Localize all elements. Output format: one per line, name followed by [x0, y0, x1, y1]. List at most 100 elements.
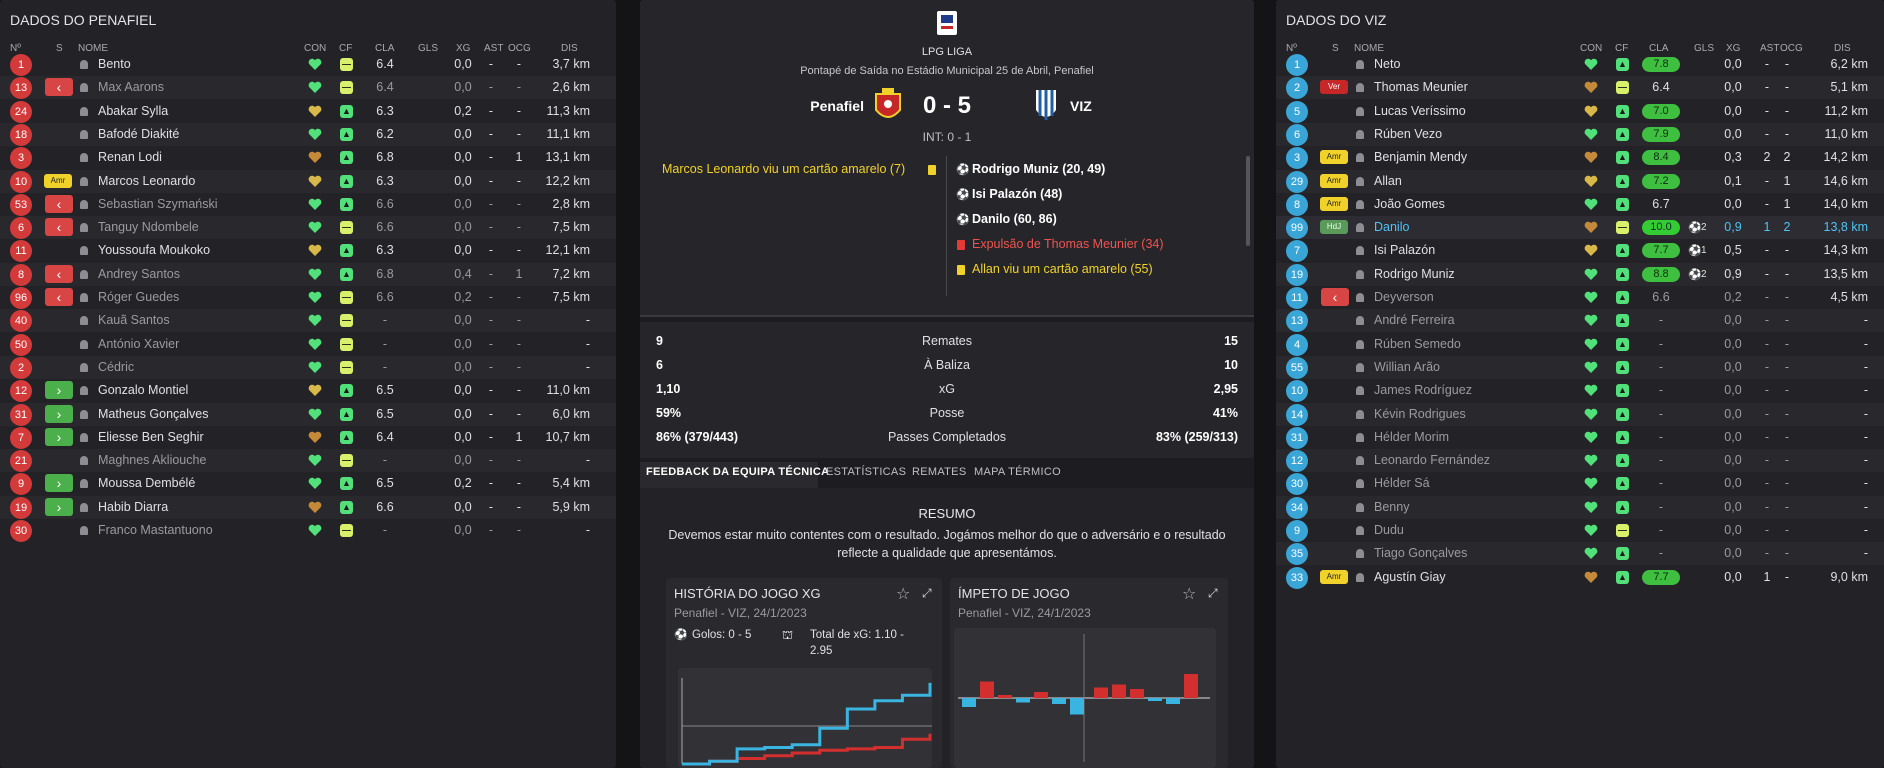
player-row[interactable]: 50 António Xavier — - 0,0 - - -: [0, 333, 616, 356]
player-row[interactable]: 40 Kauã Santos — - 0,0 - - -: [0, 309, 616, 333]
player-row[interactable]: 1 Neto ▲ 7.8 0,0 - - 6,2 km: [1276, 53, 1884, 76]
col-cf[interactable]: CF: [1615, 43, 1629, 54]
player-row[interactable]: 99 HdJ Danilo —10.0 ⚽ 2 0,9 1 2 13,8 km: [1276, 216, 1884, 240]
home-team-name[interactable]: Penafiel: [810, 98, 864, 114]
player-name[interactable]: João Gomes: [1374, 196, 1445, 211]
player-row[interactable]: 24 Abakar Sylla ▲ 6.3 0,2 - - 11,3 km: [0, 100, 616, 123]
col-ast[interactable]: AST: [484, 43, 504, 54]
player-row[interactable]: 14 Kévin Rodrigues ▲ -0,0- - -: [1276, 402, 1884, 426]
col-s[interactable]: S: [56, 43, 63, 54]
player-name[interactable]: Bento: [98, 57, 131, 71]
away-team-name[interactable]: VIZ: [1070, 98, 1092, 114]
player-row[interactable]: 13 André Ferreira ▲ -0,0- - -: [1276, 309, 1884, 333]
player-name[interactable]: Thomas Meunier: [1374, 80, 1468, 95]
col-ast[interactable]: AST: [1760, 43, 1780, 54]
player-row[interactable]: 1 Bento — 6.4 0,0 - - 3,7 km: [0, 53, 616, 76]
player-row[interactable]: 29 Amr Allan ▲ 7.2 0,1 -1 14,6 km: [1276, 169, 1884, 193]
col-ocg[interactable]: OCG: [508, 43, 531, 54]
col-gls[interactable]: GLS: [1694, 43, 1715, 54]
sub-on-icon[interactable]: ›: [45, 497, 73, 516]
sub-off-icon[interactable]: ‹: [45, 218, 73, 237]
sub-on-icon[interactable]: ›: [45, 427, 73, 446]
player-row[interactable]: 9 › Moussa Dembélé ▲ 6.5 0,2 - - 5,4 km: [0, 472, 616, 496]
col-gls[interactable]: GLS: [418, 43, 439, 54]
player-name[interactable]: Neto: [1374, 57, 1401, 71]
col-ocg[interactable]: OCG: [1780, 43, 1803, 54]
player-row[interactable]: 2 Ver Thomas Meunier — 6.4 0,0 - - 5,1 km: [1276, 76, 1884, 100]
player-row[interactable]: 6 ‹ Tanguy Ndombele — 6.6 0,0 - - 7,5 km: [0, 216, 616, 240]
player-name[interactable]: Agustín Giay: [1374, 569, 1446, 584]
star-icon[interactable]: ☆: [896, 586, 911, 603]
col-con[interactable]: CON: [1580, 43, 1603, 54]
col-xg[interactable]: XG: [1726, 43, 1741, 54]
xg-history-card[interactable]: HISTÓRIA DO JOGO XG ☆ ⤢ Penafiel - VIZ, …: [666, 578, 942, 768]
player-name[interactable]: António Xavier: [98, 336, 180, 351]
col-cla[interactable]: CLA: [375, 43, 395, 54]
momentum-card[interactable]: ÍMPETO DE JOGO ☆ ⤢ Penafiel - VIZ, 24/1/…: [950, 578, 1228, 768]
player-name[interactable]: Gonzalo Montiel: [98, 383, 189, 398]
player-name[interactable]: Maghnes Akliouche: [98, 453, 207, 468]
player-name[interactable]: Kévin Rodrigues: [1374, 406, 1466, 421]
player-row[interactable]: 3 Amr Benjamin Mendy ▲ 8.4 0,3 2 2 14,2 km: [1276, 146, 1884, 170]
col-xg[interactable]: XG: [456, 43, 471, 54]
player-name[interactable]: Franco Mastantuono: [98, 523, 213, 537]
tab-feedback[interactable]: FEEDBACK DA EQUIPA TÉCNICA: [646, 466, 830, 478]
player-name[interactable]: Lucas Veríssimo: [1374, 103, 1466, 118]
tab-remates[interactable]: REMATES: [912, 466, 967, 478]
player-name[interactable]: Kauã Santos: [98, 313, 170, 328]
player-row[interactable]: 8 Amr João Gomes ▲ 6.7 0,0 -1 14,0 km: [1276, 193, 1884, 216]
player-name[interactable]: Marcos Leonardo: [98, 173, 196, 188]
sub-on-icon[interactable]: ›: [45, 381, 73, 400]
player-name[interactable]: Allan: [1374, 173, 1402, 188]
player-name[interactable]: Willian Arão: [1374, 359, 1440, 374]
player-name[interactable]: Habib Diarra: [98, 499, 169, 514]
player-row[interactable]: 10 James Rodríguez ▲ -0,0- - -: [1276, 379, 1884, 403]
sub-on-icon[interactable]: ›: [45, 404, 73, 423]
player-name[interactable]: Eliesse Ben Seghir: [98, 429, 204, 444]
player-name[interactable]: Sebastian Szymański: [98, 196, 218, 211]
col-nome[interactable]: NOME: [78, 43, 108, 54]
player-name[interactable]: Benjamin Mendy: [1374, 150, 1468, 165]
player-name[interactable]: André Ferreira: [1374, 313, 1455, 328]
expand-icon[interactable]: ⤢: [1208, 586, 1218, 600]
col-no[interactable]: Nº: [10, 43, 21, 54]
sub-on-icon[interactable]: ›: [45, 474, 73, 493]
col-dis[interactable]: DIS: [561, 43, 578, 54]
player-name[interactable]: Benny: [1374, 499, 1410, 514]
player-name[interactable]: Matheus Gonçalves: [98, 406, 209, 421]
col-dis[interactable]: DIS: [1834, 43, 1851, 54]
player-row[interactable]: 96 ‹ Róger Guedes — 6.6 0,2 - - 7,5 km: [0, 286, 616, 309]
col-s[interactable]: S: [1332, 43, 1339, 54]
player-name[interactable]: Andrey Santos: [98, 266, 180, 281]
col-no[interactable]: Nº: [1286, 43, 1297, 54]
player-name[interactable]: Max Aarons: [98, 80, 165, 95]
player-row[interactable]: 9 Dudu — -0,0- - -: [1276, 519, 1884, 542]
player-row[interactable]: 12 Leonardo Fernández ▲ -0,0- - -: [1276, 449, 1884, 473]
player-row[interactable]: 18 Bafodé Diakité ▲ 6.2 0,0 - - 11,1 km: [0, 122, 616, 146]
player-row[interactable]: 55 Willian Arão ▲ -0,0- - -: [1276, 355, 1884, 379]
player-name[interactable]: James Rodríguez: [1374, 383, 1472, 398]
col-con[interactable]: CON: [304, 43, 327, 54]
player-row[interactable]: 11 Youssoufa Moukoko ▲ 6.3 0,0 - - 12,1 km: [0, 239, 616, 263]
events-scrollbar[interactable]: [1246, 156, 1250, 246]
tab-mapa-termico[interactable]: MAPA TÉRMICO: [974, 466, 1061, 478]
player-row[interactable]: 3 Renan Lodi ▲ 6.8 0,0 - 1 13,1 km: [0, 146, 616, 170]
player-row[interactable]: 7 › Eliesse Ben Seghir ▲ 6.4 0,0 - 1 10,7 km: [0, 426, 616, 449]
player-row[interactable]: 30 Hélder Sá ▲ -0,0- - -: [1276, 472, 1884, 496]
player-row[interactable]: 33 Amr Agustín Giay ▲ 7.7 0,0 1- 9,0 km: [1276, 566, 1884, 589]
player-row[interactable]: 7 Isi Palazón ▲ 7.7 ⚽ 1 0,5 - - 14,3 km: [1276, 239, 1884, 263]
col-cla[interactable]: CLA: [1649, 43, 1669, 54]
expand-icon[interactable]: ⤢: [922, 586, 932, 600]
player-row[interactable]: 31 Hélder Morim ▲ -0,0- - -: [1276, 426, 1884, 449]
player-name[interactable]: Deyverson: [1374, 290, 1434, 304]
home-crest-icon[interactable]: [872, 86, 904, 126]
player-row[interactable]: 2 Cédric — - 0,0 - - -: [0, 355, 616, 379]
player-row[interactable]: 12 › Gonzalo Montiel ▲ 6.5 0,0 - - 11,0 km: [0, 379, 616, 403]
star-icon[interactable]: ☆: [1182, 586, 1197, 603]
tab-estatisticas[interactable]: ESTATÍSTICAS: [826, 466, 907, 478]
player-name[interactable]: Rúben Vezo: [1374, 126, 1443, 141]
player-name[interactable]: Moussa Dembélé: [98, 476, 196, 491]
player-row[interactable]: 19 Rodrigo Muniz ▲ 8.8 ⚽ 2 0,9 - - 13,5 km: [1276, 262, 1884, 286]
player-row[interactable]: 31 › Matheus Gonçalves ▲ 6.5 0,0 - - 6,0 km: [0, 402, 616, 426]
sub-off-icon[interactable]: ‹: [45, 288, 73, 306]
